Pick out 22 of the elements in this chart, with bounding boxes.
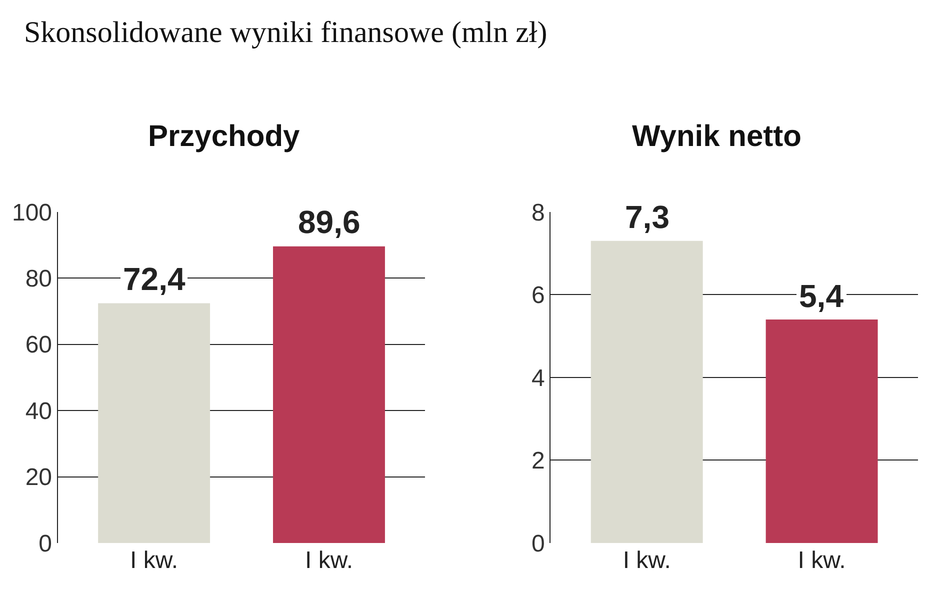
y-tick-label: 6 xyxy=(531,282,545,310)
y-tick-label: 40 xyxy=(25,398,52,425)
y-tick-label: 80 xyxy=(25,266,52,293)
chart-title: Wynik netto xyxy=(632,120,802,153)
y-tick-label: 4 xyxy=(531,364,545,392)
y-tick-label: 8 xyxy=(531,199,545,226)
data-label: 7,3 xyxy=(625,199,670,235)
x-tick-label: I kw. xyxy=(622,547,671,574)
y-tick-label: 60 xyxy=(25,332,52,359)
y-tick-label: 2 xyxy=(531,448,545,475)
x-tick-label: I kw. xyxy=(798,547,846,574)
x-tick-label: I kw. xyxy=(304,547,353,574)
data-label: 72,4 xyxy=(123,261,186,297)
data-label: 89,6 xyxy=(298,204,360,240)
y-tick-label: 0 xyxy=(38,530,52,558)
chart-title: Przychody xyxy=(148,120,300,153)
x-tick-label: I kw. xyxy=(130,547,178,574)
y-tick-label: 0 xyxy=(531,530,545,558)
y-tick-label: 20 xyxy=(25,464,52,492)
data-label: 5,4 xyxy=(799,278,844,314)
text: Skonsolidowane wyniki finansowe (mln zł) xyxy=(24,16,548,49)
y-tick-label: 100 xyxy=(12,199,52,226)
